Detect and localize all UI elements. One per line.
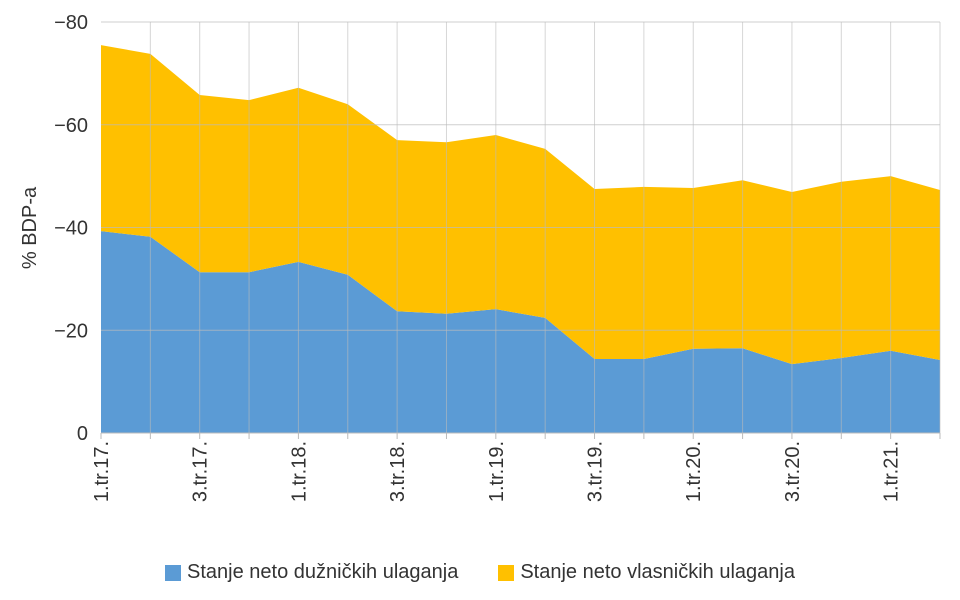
x-tick-label: 1.tr.18.	[288, 441, 310, 502]
x-tick-label: 1.tr.17.	[91, 441, 113, 502]
y-tick-label: 0	[77, 423, 88, 445]
x-tick-label: 3.tr.18.	[387, 441, 409, 502]
area-series-0	[101, 231, 940, 433]
x-tick-label: 1.tr.21.	[881, 441, 903, 502]
y-tick-label: −80	[54, 12, 88, 34]
legend-swatch	[498, 564, 515, 581]
legend-swatch	[165, 564, 182, 581]
legend-label: Stanje neto vlasničkih ulaganja	[520, 561, 795, 583]
legend-item-equity: Stanje neto vlasničkih ulaganja	[498, 561, 795, 584]
x-tick-label: 3.tr.17.	[190, 441, 212, 502]
areas	[101, 45, 940, 433]
gridlines	[101, 21, 941, 434]
legend: Stanje neto dužničkih ulaganja Stanje ne…	[0, 561, 960, 584]
legend-label: Stanje neto dužničkih ulaganja	[187, 561, 459, 583]
x-tick-label: 3.tr.20.	[782, 441, 804, 502]
y-axis-label: % BDP-a	[19, 186, 41, 269]
y-tick-label: −20	[54, 320, 88, 342]
legend-item-debt: Stanje neto dužničkih ulaganja	[165, 561, 458, 584]
y-tick-label: −60	[54, 115, 88, 137]
y-axis: 0 −20 −40 −60 −80	[54, 12, 88, 445]
y-tick-label: −40	[54, 218, 88, 240]
x-tick-label: 3.tr.19.	[585, 441, 607, 502]
x-axis: 1.tr.17. 3.tr.17. 1.tr.18. 3.tr.18. 1.tr.19.…	[91, 433, 941, 502]
x-tick-label: 1.tr.20.	[683, 441, 705, 502]
x-tick-label: 1.tr.19.	[486, 441, 508, 502]
